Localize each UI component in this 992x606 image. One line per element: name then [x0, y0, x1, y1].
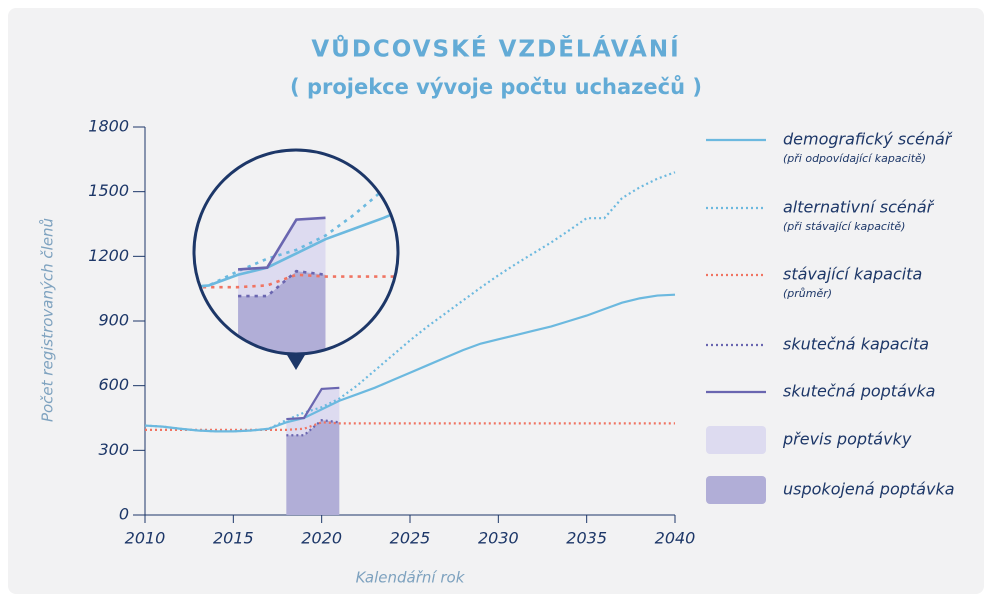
excess-area	[238, 217, 326, 297]
x-tick-label: 2025	[390, 529, 431, 548]
legend-note: (při stávající kapacitě)	[783, 220, 905, 233]
x-axis-label: Kalendářní rok	[356, 569, 466, 587]
legend-label: uspokojená poptávka	[783, 480, 955, 499]
inset	[192, 148, 400, 370]
legend: demografický scénář (při odpovídající kap…	[706, 130, 955, 504]
legend-note: (při odpovídající kapacitě)	[783, 152, 926, 165]
x-tick-label: 2015	[213, 529, 254, 548]
legend-label: stávající kapacita	[783, 265, 922, 284]
chart-title: VŮDCOVSKÉ VZDĚLÁVÁNÍ	[311, 35, 680, 63]
x-tick-label: 2010	[125, 529, 166, 548]
legend-swatch	[706, 426, 766, 454]
inset-zoom	[194, 150, 398, 354]
y-tick-label: 900	[98, 311, 129, 330]
series-line	[144, 293, 676, 433]
satisfied-area	[286, 420, 340, 515]
legend-note: (průměr)	[783, 287, 832, 300]
series-line	[145, 421, 675, 431]
x-tick-label: 2030	[478, 529, 519, 548]
y-tick-label: 1500	[88, 181, 129, 200]
legend-label: převis poptávky	[782, 430, 912, 449]
series-line	[237, 216, 326, 271]
y-tick-label: 1800	[88, 117, 129, 136]
plot: 0 300 600 900 1200 1500 1800 2010 2015 2020 2025 20…	[88, 117, 695, 548]
legend-label: alternativní scénář	[783, 198, 935, 217]
legend-label: skutečná poptávka	[783, 382, 935, 401]
satisfied-area	[238, 271, 326, 354]
excess-area	[286, 387, 340, 436]
y-tick-label: 0	[119, 505, 129, 524]
inset-border	[192, 148, 400, 356]
legend-label: demografický scénář	[783, 130, 953, 149]
y-axis-label: Počet registrovaných členů	[39, 218, 57, 422]
y-tick-label: 600	[98, 375, 129, 394]
x-tick-label: 2020	[301, 529, 342, 548]
chart-subtitle: ( projekce vývoje počtu uchazečů )	[290, 75, 702, 99]
series-line	[286, 386, 340, 421]
legend-swatch	[706, 476, 766, 504]
y-tick-label: 1200	[88, 246, 129, 265]
x-tick-label: 2035	[566, 529, 607, 548]
y-tick-label: 300	[98, 440, 129, 459]
legend-label: skutečná kapacita	[783, 335, 929, 354]
x-tick-label: 2040	[655, 529, 696, 548]
